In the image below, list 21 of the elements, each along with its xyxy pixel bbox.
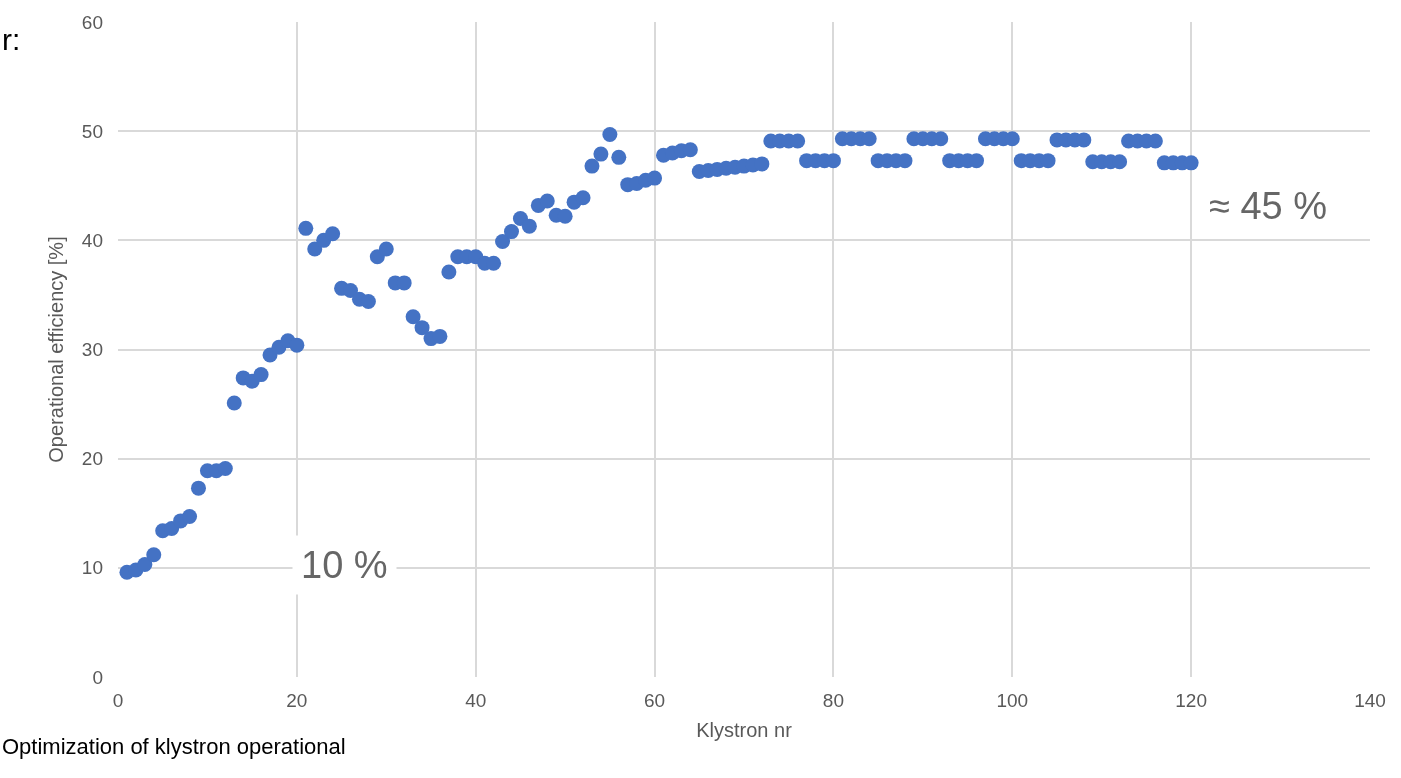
x-tick-label: 140 <box>1354 690 1386 711</box>
y-tick-label: 0 <box>92 666 103 688</box>
y-tick-label: 10 <box>81 557 103 579</box>
x-tick-label: 80 <box>822 690 844 711</box>
y-tick-label: 30 <box>81 339 103 361</box>
x-tick-label: 20 <box>286 690 308 711</box>
y-tick-label: 40 <box>81 229 103 251</box>
y-tick-label: 60 <box>81 11 103 33</box>
annotation: ≈ 45 % <box>1209 185 1328 227</box>
text: r: <box>2 23 21 56</box>
x-axis-title: Klystron nr <box>696 718 793 741</box>
x-tick-label: 40 <box>465 690 487 711</box>
y-tick-label: 50 <box>81 120 103 142</box>
x-tick-label: 120 <box>1175 690 1207 711</box>
text: Optimization of klystron operational <box>2 734 346 759</box>
x-tick-label: 0 <box>112 690 124 711</box>
annotation: 10 % <box>301 544 388 586</box>
y-axis-title: Operational efficiency [%] <box>45 236 68 463</box>
y-tick-label: 20 <box>81 448 103 470</box>
x-tick-label: 100 <box>996 690 1029 711</box>
x-tick-label: 60 <box>644 690 666 711</box>
